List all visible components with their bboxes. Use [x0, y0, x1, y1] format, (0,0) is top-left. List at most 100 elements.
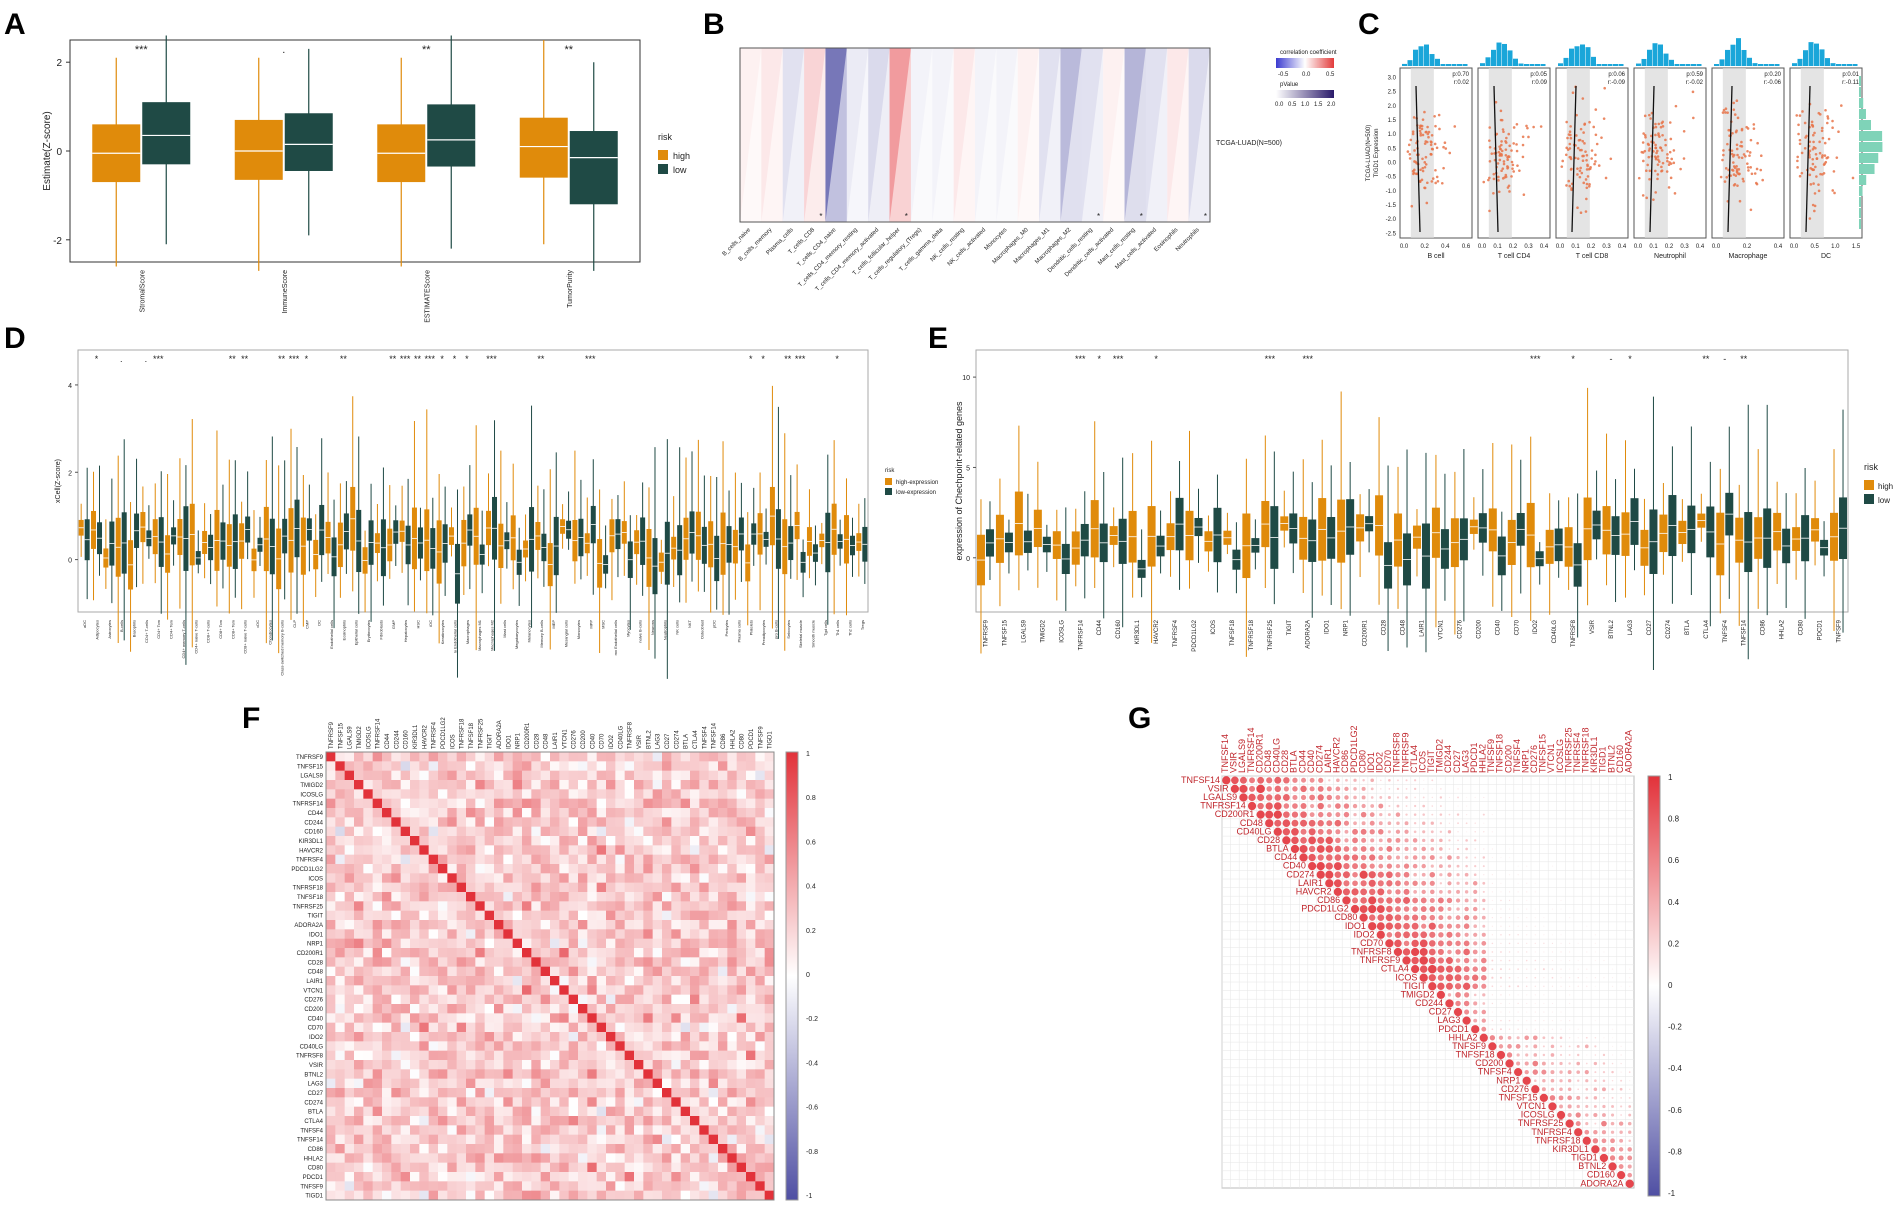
heat-cell [764, 761, 775, 771]
heat-cell [419, 1190, 429, 1201]
heat-cell [596, 957, 607, 967]
corr-circle [1403, 888, 1410, 895]
corr-circle [1447, 864, 1452, 868]
corr-circle [1577, 985, 1579, 987]
scatter-point [1492, 172, 1496, 176]
heat-cell [652, 873, 663, 883]
heat-cell [522, 873, 532, 883]
heat-cell [503, 761, 513, 771]
corr-circle [1386, 889, 1392, 895]
heat-cell [428, 1022, 439, 1033]
scatter-point [1503, 176, 1507, 179]
panel-label-b: B [703, 8, 725, 41]
heat-cell [746, 789, 756, 799]
heat-cell [615, 1162, 625, 1173]
scatter-point [1419, 134, 1423, 137]
heat-cell [410, 1181, 420, 1191]
heat-cell [438, 1134, 448, 1145]
scatter-point [1576, 157, 1580, 160]
heat-cell [512, 873, 523, 883]
heat-cell [531, 1153, 541, 1163]
heat-cell [354, 1190, 364, 1201]
heat-cell [456, 1125, 467, 1135]
corr-circle [1334, 845, 1342, 853]
heat-cell [671, 1060, 681, 1070]
heat-cell [559, 808, 569, 818]
scatter-point [1851, 176, 1855, 180]
heat-cell [512, 1116, 523, 1126]
heat-cell [699, 864, 709, 874]
heat-cell [727, 929, 737, 939]
significance-mark: *** [585, 354, 596, 364]
scatter-point [1726, 111, 1729, 114]
heat-cell [531, 1190, 541, 1201]
heat-cell [335, 798, 345, 809]
corr-circle [1360, 863, 1367, 870]
heat-cell [680, 966, 691, 977]
scatter-point [1526, 126, 1529, 130]
corr-circle [1419, 965, 1428, 973]
corr-circle [1411, 965, 1420, 974]
histogram-bar [1819, 49, 1825, 66]
heat-cell [419, 1069, 429, 1079]
scatter-point [1642, 159, 1645, 163]
panel-title: DC [1821, 253, 1831, 260]
heat-cell [708, 854, 719, 865]
heat-cell [718, 1181, 728, 1191]
heat-cell [708, 1181, 719, 1191]
heat-cell [727, 994, 737, 1005]
heat-cell [652, 1032, 663, 1042]
heat-cell [475, 1172, 485, 1182]
heat-cell [746, 957, 756, 967]
heat-cell [718, 920, 728, 930]
corr-circle [1387, 830, 1391, 834]
heat-cell [587, 1106, 597, 1117]
scatter-point [1430, 180, 1434, 183]
x-tick-label: TNFSF15 [1002, 619, 1008, 646]
heat-cell [755, 985, 765, 995]
heat-cell [466, 976, 476, 986]
histogram-bar [1446, 64, 1451, 66]
corr-circle [1541, 1087, 1546, 1092]
heat-cell [363, 826, 373, 837]
heat-cell [746, 1013, 756, 1023]
x-tick-label: 0.1 [1649, 244, 1658, 250]
heat-triangle [782, 48, 805, 222]
heat-cell [634, 780, 644, 790]
scatter-point [1654, 191, 1657, 194]
scatter-point [1502, 130, 1505, 134]
colorbar-tick: -0.4 [806, 1060, 818, 1067]
heat-cell [335, 873, 345, 883]
heat-cell [746, 1116, 756, 1126]
heat-cell [326, 1172, 336, 1182]
corr-circle [1248, 793, 1256, 802]
heat-cell [671, 1069, 681, 1079]
heat-cell [494, 1181, 504, 1191]
heat-cell [587, 929, 597, 939]
heat-cell [419, 1153, 429, 1163]
heat-cell [568, 938, 579, 949]
x-tick-label: 0.4 [1774, 244, 1783, 250]
heat-cell [718, 1032, 728, 1042]
heat-cell [652, 761, 663, 771]
heat-cell [419, 948, 429, 958]
x-tick-label: LAG3 [1628, 619, 1634, 635]
heat-cell [755, 957, 765, 967]
heat-cell [736, 910, 747, 921]
heat-cell [550, 1050, 560, 1061]
heat-cell [755, 761, 765, 771]
scatter-point [1584, 150, 1587, 153]
corr-circle [1472, 881, 1478, 886]
heat-cell [690, 761, 700, 771]
scatter-point [1724, 111, 1727, 114]
heat-cell [727, 910, 737, 921]
heat-cell [578, 1004, 588, 1014]
heat-cell [447, 994, 457, 1005]
scatter-point [1424, 155, 1428, 159]
heat-cell [587, 1181, 597, 1191]
heat-cell [568, 1088, 579, 1098]
heat-cell [382, 1172, 392, 1182]
heat-cell [391, 957, 401, 967]
corr-circle [1542, 1045, 1545, 1048]
scatter-point [1423, 110, 1426, 114]
